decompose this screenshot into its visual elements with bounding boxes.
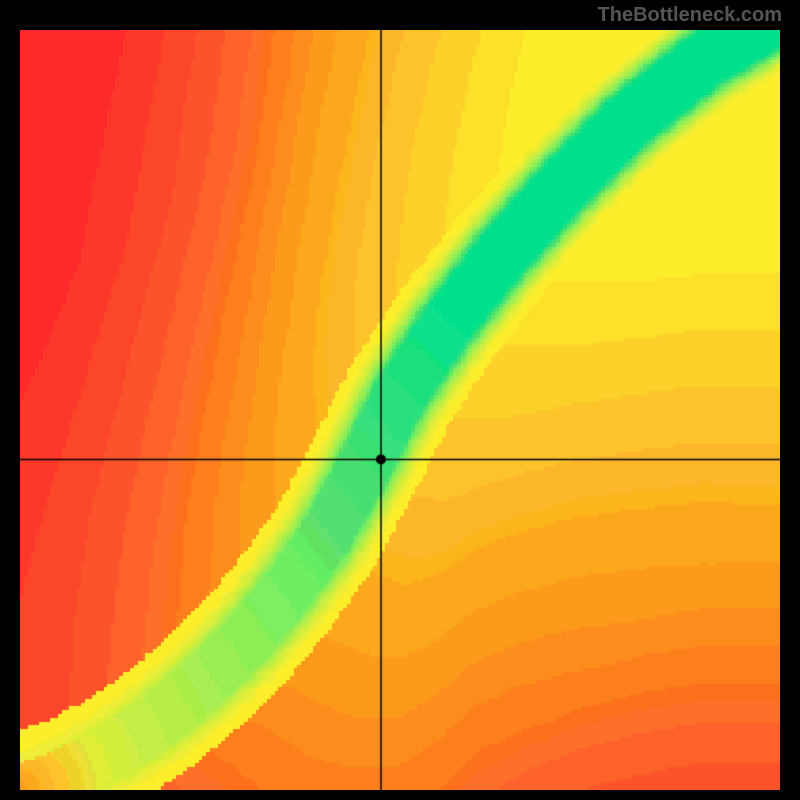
page-container: TheBottleneck.com bbox=[0, 0, 800, 800]
bottleneck-heatmap bbox=[20, 30, 780, 790]
watermark-text: TheBottleneck.com bbox=[598, 4, 782, 27]
plot-area bbox=[20, 30, 780, 790]
